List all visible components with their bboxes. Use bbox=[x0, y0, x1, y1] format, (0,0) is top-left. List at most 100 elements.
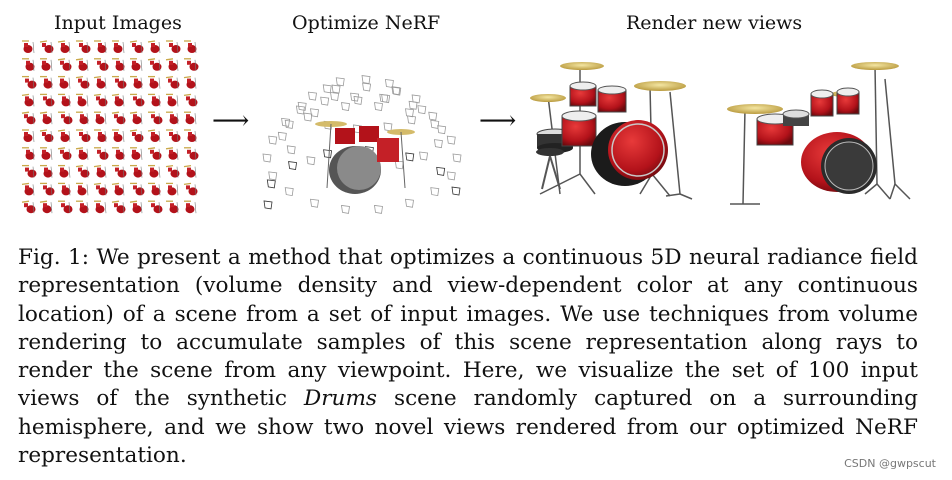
input-image-thumbnail bbox=[130, 93, 145, 107]
input-image-thumbnail bbox=[148, 111, 163, 125]
input-image-thumbnail bbox=[129, 40, 144, 54]
input-image-thumbnail bbox=[148, 182, 161, 196]
camera-frustum-icon bbox=[266, 179, 276, 189]
camera-frustum-icon bbox=[335, 77, 345, 87]
input-image-thumbnail bbox=[40, 182, 55, 196]
input-image-thumbnail bbox=[57, 147, 72, 160]
input-image-thumbnail bbox=[94, 40, 107, 54]
input-image-thumbnail bbox=[22, 40, 35, 54]
camera-frustum-icon bbox=[392, 86, 402, 96]
input-image-thumbnail bbox=[183, 75, 197, 89]
input-image-thumbnail bbox=[183, 182, 198, 196]
camera-frustum-icon bbox=[383, 122, 393, 132]
camera-frustum-icon bbox=[303, 112, 313, 122]
input-image-thumbnail bbox=[184, 147, 199, 160]
input-image-thumbnail bbox=[184, 58, 199, 71]
camera-frustum-icon bbox=[430, 187, 440, 197]
input-image-thumbnail bbox=[40, 58, 53, 71]
input-image-thumbnail bbox=[40, 164, 53, 178]
input-image-thumbnail bbox=[112, 164, 127, 178]
input-image-thumbnail bbox=[22, 147, 35, 160]
input-image-thumbnail bbox=[76, 200, 89, 214]
input-image-thumbnail bbox=[22, 129, 35, 143]
input-image-thumbnail bbox=[130, 75, 143, 89]
caption-italic-scene-name: Drums bbox=[303, 386, 378, 412]
input-image-thumbnail bbox=[40, 93, 55, 107]
camera-frustum-icon bbox=[362, 82, 372, 92]
camera-frustum-icon bbox=[297, 101, 307, 111]
input-image-thumbnail bbox=[148, 93, 161, 107]
camera-frustum-icon bbox=[263, 200, 273, 210]
input-image-thumbnail bbox=[94, 200, 107, 214]
input-image-thumbnail bbox=[76, 129, 91, 143]
camera-frustum-icon bbox=[384, 79, 394, 88]
right-arrow-icon: ⟶ bbox=[212, 106, 250, 136]
panel-title-render-new-views: Render new views bbox=[626, 12, 803, 34]
input-image-thumbnail bbox=[183, 164, 197, 178]
panel-title-input-images: Input Images bbox=[54, 12, 182, 34]
input-image-thumbnail bbox=[76, 182, 89, 196]
camera-frustum-icon bbox=[353, 95, 363, 105]
camera-frustum-icon bbox=[411, 94, 421, 104]
camera-frustum-icon bbox=[417, 105, 427, 115]
input-image-thumbnail bbox=[39, 200, 53, 214]
input-image-thumbnail bbox=[40, 147, 53, 160]
camera-frustum-icon bbox=[446, 135, 456, 145]
camera-frustum-icon bbox=[428, 111, 438, 121]
camera-frustum-icon bbox=[433, 139, 443, 149]
input-image-thumbnail bbox=[93, 164, 107, 178]
drum-kit-illustration bbox=[315, 121, 415, 194]
camera-frustum-icon bbox=[374, 102, 383, 112]
input-image-thumbnail bbox=[112, 129, 125, 143]
nerf-hemisphere-diagram bbox=[262, 75, 462, 214]
panel-title-optimize-nerf: Optimize NeRF bbox=[292, 12, 441, 34]
input-image-thumbnail bbox=[40, 75, 53, 89]
input-image-thumbnail bbox=[76, 93, 89, 107]
camera-frustum-icon bbox=[281, 117, 291, 127]
camera-frustum-icon bbox=[341, 102, 350, 112]
input-image-thumbnail bbox=[166, 40, 181, 54]
input-image-thumbnail bbox=[148, 164, 161, 178]
input-image-thumbnail bbox=[21, 93, 35, 107]
input-image-thumbnail bbox=[166, 182, 179, 196]
input-image-thumbnail bbox=[58, 93, 71, 107]
input-image-thumbnail bbox=[75, 75, 90, 89]
camera-frustum-icon bbox=[268, 135, 278, 145]
input-image-thumbnail bbox=[166, 129, 181, 143]
input-image-thumbnail bbox=[166, 200, 179, 214]
input-image-thumbnail bbox=[111, 182, 125, 196]
input-image-thumbnail bbox=[39, 129, 54, 143]
input-image-thumbnail bbox=[58, 111, 73, 125]
input-image-thumbnail bbox=[166, 111, 179, 125]
novel-view-2 bbox=[727, 62, 911, 205]
input-image-thumbnail bbox=[39, 40, 54, 54]
input-image-thumbnail bbox=[130, 182, 145, 196]
camera-frustum-icon bbox=[374, 204, 383, 214]
input-image-thumbnail bbox=[93, 75, 107, 89]
camera-frustum-icon bbox=[288, 161, 298, 171]
input-image-thumbnail bbox=[94, 58, 109, 71]
input-image-thumbnail bbox=[112, 58, 125, 71]
camera-frustum-icon bbox=[361, 75, 371, 85]
input-image-thumbnail bbox=[147, 40, 161, 54]
input-image-thumbnail bbox=[111, 200, 126, 214]
input-image-thumbnail bbox=[184, 111, 197, 125]
input-image-thumbnail bbox=[22, 75, 37, 89]
input-image-thumbnail bbox=[75, 147, 89, 160]
input-image-thumbnail bbox=[129, 129, 144, 143]
input-image-thumbnail bbox=[184, 40, 197, 54]
caption-text-part-2: scene randomly captured on a surrounding… bbox=[18, 386, 918, 469]
camera-frustum-icon bbox=[262, 153, 272, 163]
watermark: CSDN @gwpscut bbox=[844, 457, 936, 470]
figure-caption: Fig. 1: We present a method that optimiz… bbox=[18, 244, 918, 470]
camera-frustum-icon bbox=[379, 93, 389, 103]
input-image-thumbnail bbox=[94, 111, 107, 125]
input-image-thumbnail bbox=[165, 75, 180, 89]
camera-frustum-icon bbox=[320, 96, 330, 106]
input-image-thumbnail bbox=[130, 58, 143, 71]
input-image-thumbnail bbox=[57, 58, 72, 71]
input-image-thumbnail bbox=[147, 147, 162, 160]
input-image-thumbnail bbox=[112, 75, 127, 89]
input-image-thumbnail bbox=[94, 147, 109, 160]
camera-frustum-icon bbox=[436, 166, 446, 176]
